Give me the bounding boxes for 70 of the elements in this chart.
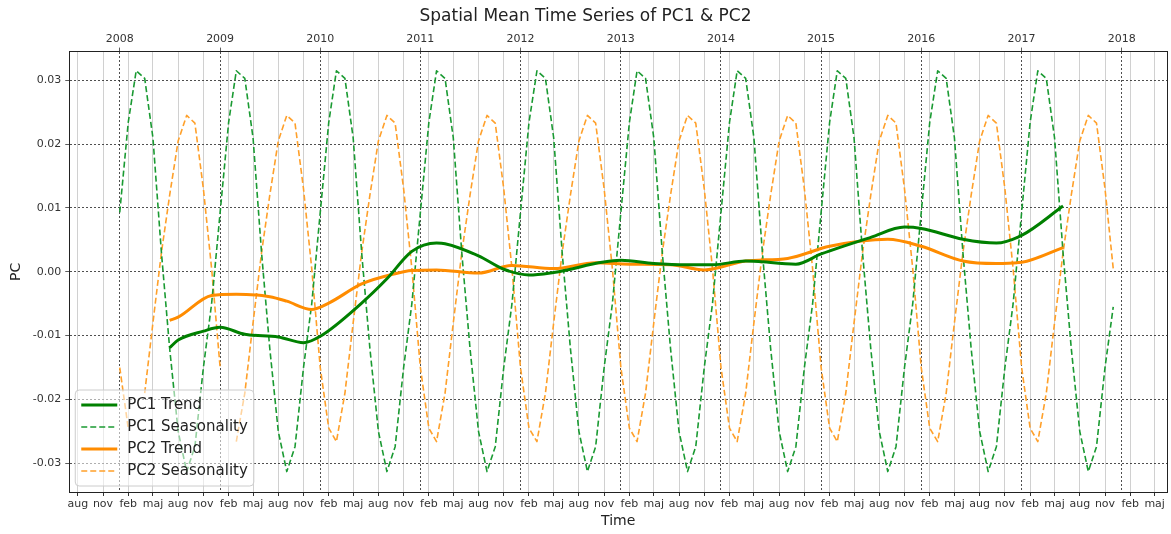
x-tick-label: maj bbox=[142, 497, 164, 511]
x2-tick-label: 2016 bbox=[907, 31, 936, 45]
x-tick-label: nov bbox=[1094, 497, 1116, 511]
x-tick-label: maj bbox=[1044, 497, 1065, 511]
x2-tick-label: 2018 bbox=[1107, 31, 1136, 45]
x-tick-label: aug bbox=[668, 497, 690, 511]
x-tick-label: aug bbox=[167, 497, 189, 511]
y-tick-label: 0.01 bbox=[36, 200, 62, 214]
y-tick-label: 0.03 bbox=[36, 73, 62, 87]
y-tick-label: -0.02 bbox=[32, 392, 62, 406]
y-tick-label: -0.03 bbox=[32, 456, 62, 470]
x2-tick-label: 2014 bbox=[706, 31, 735, 45]
x-axis-title: Time bbox=[600, 512, 636, 529]
x-tick-label: aug bbox=[768, 497, 790, 511]
x-tick-label: aug bbox=[568, 497, 590, 511]
x-tick-label: nov bbox=[794, 497, 815, 511]
x-tick-label: nov bbox=[193, 497, 214, 511]
x-tick-label: nov bbox=[894, 497, 916, 511]
x-tick-label: maj bbox=[843, 497, 865, 511]
x-tick-label: maj bbox=[643, 497, 665, 511]
x-tick-label: aug bbox=[468, 497, 489, 511]
x-tick-label: maj bbox=[443, 497, 464, 511]
x2-tick-label: 2010 bbox=[306, 31, 335, 45]
x-tick-label: feb bbox=[420, 497, 438, 511]
legend-label: PC2 Trend bbox=[127, 438, 203, 457]
y-tick-label: 0.00 bbox=[36, 264, 62, 278]
x-tick-label: maj bbox=[944, 497, 965, 511]
x2-tick-label: 2009 bbox=[206, 31, 235, 45]
x-tick-label: maj bbox=[342, 497, 364, 511]
x-tick-label: nov bbox=[92, 497, 114, 511]
x-tick-label: aug bbox=[67, 497, 89, 511]
x-tick-label: nov bbox=[994, 497, 1016, 511]
x-tick-label: aug bbox=[267, 497, 289, 511]
x-tick-label: maj bbox=[543, 497, 564, 511]
x-tick-label: nov bbox=[493, 497, 515, 511]
x-tick-label: feb bbox=[219, 497, 238, 511]
y-axis-title: PC bbox=[7, 262, 24, 281]
x-tick-label: aug bbox=[868, 497, 890, 511]
x2-tick-label: 2015 bbox=[807, 31, 836, 45]
x-tick-label: aug bbox=[1069, 497, 1091, 511]
x-tick-label: maj bbox=[242, 497, 264, 511]
x-tick-label: feb bbox=[920, 497, 939, 511]
x2-tick-label: 2011 bbox=[406, 31, 435, 45]
line-series bbox=[168, 204, 1065, 350]
legend-label: PC2 Seasonality bbox=[127, 460, 248, 479]
x-tick-label: feb bbox=[1121, 497, 1140, 511]
x-tick-label: feb bbox=[319, 497, 338, 511]
x-tick-label: feb bbox=[1021, 497, 1039, 511]
x-tick-label: nov bbox=[594, 497, 615, 511]
x-tick-label: feb bbox=[720, 497, 739, 511]
x-tick-label: nov bbox=[293, 497, 315, 511]
x-tick-label: nov bbox=[393, 497, 415, 511]
x-tick-label: aug bbox=[368, 497, 389, 511]
x-tick-label: feb bbox=[820, 497, 839, 511]
x-tick-label: aug bbox=[969, 497, 991, 511]
x-tick-label: feb bbox=[520, 497, 538, 511]
x2-tick-label: 2012 bbox=[506, 31, 535, 45]
x2-tick-label: 2017 bbox=[1007, 31, 1036, 45]
chart-title: Spatial Mean Time Series of PC1 & PC2 bbox=[419, 4, 752, 25]
y-tick-label: -0.01 bbox=[32, 328, 62, 342]
x2-tick-label: 2008 bbox=[105, 31, 134, 45]
x2-tick-label: 2013 bbox=[606, 31, 635, 45]
legend-label: PC1 Seasonality bbox=[127, 416, 248, 435]
x-tick-label: maj bbox=[743, 497, 765, 511]
y-tick-label: 0.02 bbox=[36, 137, 62, 151]
x-tick-label: maj bbox=[1144, 497, 1165, 511]
x-tick-label: feb bbox=[620, 497, 639, 511]
x-tick-label: feb bbox=[119, 497, 138, 511]
legend-label: PC1 Trend bbox=[127, 394, 203, 413]
x-tick-label: nov bbox=[694, 497, 715, 511]
